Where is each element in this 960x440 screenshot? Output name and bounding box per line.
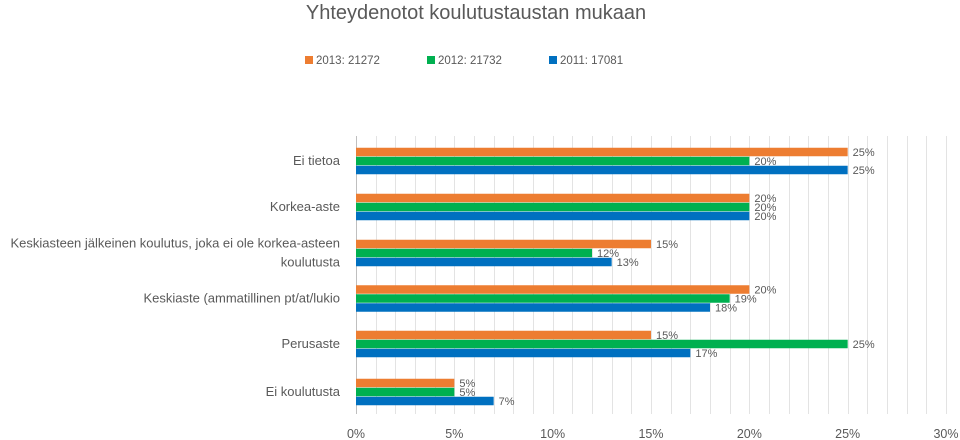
data-label: 7% [499,396,515,408]
chart-title: Yhteydenotot koulutustaustan mukaan [306,2,646,24]
data-label: 25% [853,147,875,159]
bar [356,257,612,267]
category-label: koulutusta [281,255,341,270]
bar [356,387,455,397]
category-label: Keskiaste (ammatillinen pt/at/lukio [143,291,340,306]
x-tick-label: 0% [347,427,365,440]
x-tick-label: 30% [933,427,958,440]
legend-swatch [427,56,435,64]
data-label: 15% [656,330,678,342]
category-labels: Ei tietoa Korkea-aste Keskiasteen jälkeine… [10,153,340,399]
data-label: 13% [617,257,639,269]
bar [356,147,848,157]
bar [356,239,651,249]
bar [356,330,651,340]
bar [356,303,710,312]
x-tick-label: 25% [835,427,860,440]
bar [356,285,750,294]
x-tick-label: 5% [445,427,463,440]
bar [356,294,730,303]
bar [356,348,691,358]
data-label: 20% [754,202,776,214]
category-label: Ei tietoa [293,153,341,168]
legend: 2013: 21272 2012: 21732 2011: 17081 [305,55,623,67]
data-label: 5% [459,387,475,399]
data-label: 20% [754,211,776,223]
category-label: Keskiasteen jälkeinen koulutus, joka ei … [10,236,340,251]
data-label: 5% [459,378,475,390]
bar [356,211,750,221]
bar [356,165,848,175]
data-label: 20% [754,156,776,168]
data-label: 18% [715,303,737,315]
legend-label: 2012: 21732 [438,55,502,67]
x-tick-label: 10% [540,427,565,440]
data-label: 15% [656,239,678,251]
bar [356,248,592,258]
bars [356,147,848,406]
data-label: 20% [754,193,776,205]
legend-swatch [305,56,313,64]
data-labels: 25%20%25%20%20%20%15%12%13%20%19%18%15%2… [459,147,875,408]
data-label: 12% [597,248,619,260]
x-tick-label: 15% [638,427,663,440]
category-label: Perusaste [281,336,340,351]
data-label: 17% [695,348,717,360]
category-label: Korkea-aste [270,199,340,214]
bar [356,378,455,388]
category-label: Ei koulutusta [266,384,341,399]
bar [356,339,848,349]
legend-label: 2011: 17081 [560,55,623,67]
legend-swatch [549,56,557,64]
legend-label: 2013: 21272 [316,55,380,67]
data-label: 19% [735,294,757,306]
bar [356,396,494,406]
data-label: 20% [754,285,776,297]
data-label: 25% [853,339,875,351]
data-label: 25% [853,165,875,177]
x-tick-label: 20% [737,427,762,440]
bar [356,193,750,203]
gridlines [356,136,947,414]
bar [356,156,750,166]
bar [356,202,750,212]
x-tick-labels: 0% 5% 10% 15% 20% 25% 30% [347,427,959,440]
